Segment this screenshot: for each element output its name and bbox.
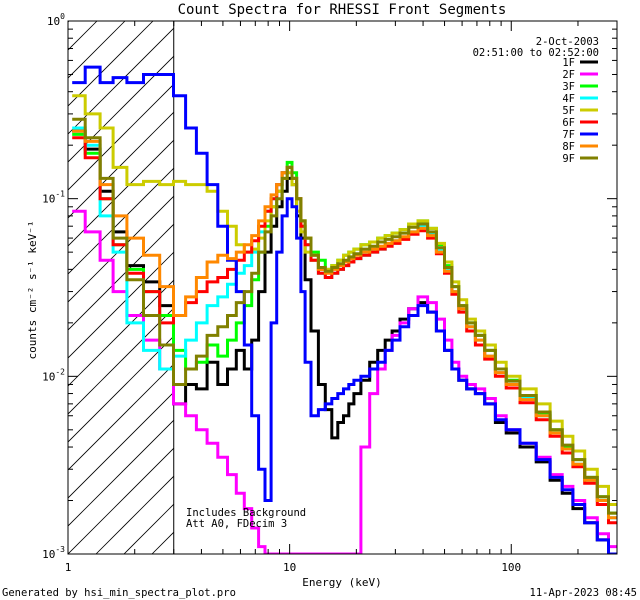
y-axis-label: counts cm⁻² s⁻¹ keV⁻¹ — [26, 220, 39, 359]
legend-item-2f: 2F — [562, 69, 598, 81]
hatch-line — [68, 21, 126, 79]
legend-item-8f: 8F — [562, 141, 598, 153]
legend-label: 4F — [562, 93, 575, 105]
hatch-line — [68, 83, 174, 191]
legend-label: 7F — [562, 129, 575, 141]
chart-title: Count Spectra for RHESSI Front Segments — [178, 2, 507, 18]
legend-label: 3F — [562, 81, 575, 93]
plot-frame — [67, 20, 618, 555]
hatch-line — [292, 21, 640, 554]
y-tick-label: 10-3 — [42, 545, 65, 561]
hatch-line — [68, 391, 174, 499]
footer-date: 11-Apr-2023 08:45 — [530, 587, 637, 599]
series-line-9f — [72, 117, 617, 515]
legend-label: 5F — [562, 105, 575, 117]
series-group — [72, 65, 617, 554]
legend-item-6f: 6F — [562, 117, 598, 129]
x-tick-labels: 1 10 100 — [65, 561, 522, 574]
legend-label: 2F — [562, 69, 575, 81]
annotation-attenuator: Att A0, FDecim 3 — [186, 518, 287, 530]
hatch-line — [68, 251, 174, 359]
hatch-line — [600, 21, 640, 554]
hatch-line — [236, 21, 640, 554]
legend-label: 9F — [562, 153, 575, 165]
hatch-line — [432, 21, 640, 554]
legend-label: 1F — [562, 57, 575, 69]
x-tick-label: 1 — [65, 561, 72, 574]
time-range-label: 02:51:00 to 02:52:00 — [473, 47, 599, 59]
hatch-line — [404, 21, 640, 554]
series-line-6f — [72, 136, 617, 525]
hatch-line — [320, 21, 640, 554]
footer-generated-by: Generated by hsi_min_spectra_plot.pro — [2, 587, 236, 599]
y-tick-label: 10-1 — [42, 190, 65, 206]
hatch-line — [68, 195, 174, 303]
hatch-line — [68, 55, 174, 163]
hatch-line — [68, 27, 174, 135]
legend-label: 6F — [562, 117, 575, 129]
hatch-line — [572, 21, 640, 554]
x-tick-label: 10 — [283, 561, 296, 574]
series-line-1f — [72, 129, 617, 554]
hatch-line — [68, 279, 174, 387]
hatch-line — [516, 21, 640, 554]
legend-item-3f: 3F — [562, 81, 598, 93]
hatch-line — [68, 21, 154, 107]
axis-ticks — [67, 20, 618, 555]
hatch-line — [68, 447, 174, 554]
legend-item-5f: 5F — [562, 105, 598, 117]
series-line-7f — [72, 65, 617, 554]
legend-item-9f: 9F — [562, 153, 598, 165]
x-tick-label: 100 — [501, 561, 521, 574]
annotation-background: Includes Background — [186, 507, 306, 519]
hatch-line — [68, 223, 174, 331]
hatch-line — [376, 21, 640, 554]
legend-item-7f: 7F — [562, 129, 598, 141]
legend-label: 8F — [562, 141, 575, 153]
y-tick-label: 100 — [47, 12, 65, 28]
date-label: 2-Oct-2003 — [536, 36, 599, 48]
x-axis-label: Energy (keV) — [302, 576, 381, 589]
legend-item-1f: 1F — [562, 57, 598, 69]
hatch-line — [208, 21, 640, 554]
y-tick-label: 10-2 — [42, 367, 65, 383]
legend-item-4f: 4F — [562, 93, 598, 105]
y-tick-labels: 100 10-1 10-2 10-3 — [42, 12, 65, 561]
hatch-line — [68, 363, 174, 471]
hatch-line — [68, 111, 174, 219]
hatch-line — [68, 139, 174, 247]
hatched-region — [68, 21, 640, 554]
hatch-line — [68, 419, 174, 527]
